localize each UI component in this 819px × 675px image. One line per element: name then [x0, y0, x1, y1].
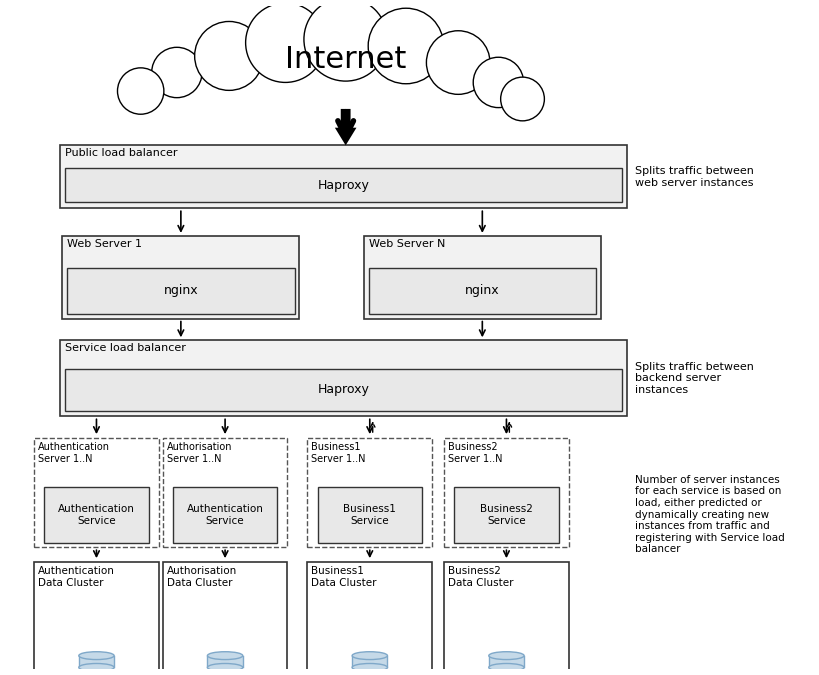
Ellipse shape: [207, 664, 242, 672]
Bar: [61, 340, 627, 416]
Text: Authorisation
Server 1..N: Authorisation Server 1..N: [167, 442, 233, 464]
Bar: [163, 562, 287, 672]
Text: Internet: Internet: [285, 45, 406, 74]
Bar: [79, 655, 114, 668]
Text: Splits traffic between
backend server
instances: Splits traffic between backend server in…: [635, 362, 753, 395]
Bar: [34, 562, 159, 672]
Text: Splits traffic between
web server instances: Splits traffic between web server instan…: [635, 166, 753, 188]
Text: Authentication
Service: Authentication Service: [187, 504, 264, 526]
Circle shape: [195, 22, 264, 90]
Text: Authentication
Service: Authentication Service: [58, 504, 135, 526]
Ellipse shape: [207, 652, 242, 659]
Ellipse shape: [79, 652, 114, 659]
Text: Web Server N: Web Server N: [369, 239, 445, 248]
Bar: [352, 655, 387, 668]
Circle shape: [117, 68, 164, 114]
Bar: [307, 438, 432, 547]
Text: Business1
Data Cluster: Business1 Data Cluster: [311, 566, 377, 587]
Bar: [455, 487, 559, 543]
Bar: [173, 487, 278, 543]
Circle shape: [369, 8, 444, 84]
Bar: [66, 168, 622, 202]
Text: Authentication
Data Cluster: Authentication Data Cluster: [38, 566, 115, 587]
Bar: [61, 145, 627, 209]
Text: Haproxy: Haproxy: [318, 383, 369, 396]
Text: Web Server 1: Web Server 1: [67, 239, 143, 248]
Circle shape: [427, 31, 490, 95]
Ellipse shape: [352, 652, 387, 659]
Text: Authentication
Server 1..N: Authentication Server 1..N: [38, 442, 110, 464]
Text: Business1
Server 1..N: Business1 Server 1..N: [311, 442, 366, 464]
Bar: [67, 268, 295, 314]
Bar: [444, 438, 568, 547]
Bar: [444, 562, 568, 672]
Text: Business2
Data Cluster: Business2 Data Cluster: [448, 566, 514, 587]
Text: Public load balancer: Public load balancer: [66, 148, 178, 159]
Text: Business2
Server 1..N: Business2 Server 1..N: [448, 442, 503, 464]
Bar: [369, 268, 596, 314]
Bar: [489, 655, 524, 668]
Text: nginx: nginx: [164, 284, 198, 298]
Text: Service load balancer: Service load balancer: [66, 343, 186, 353]
Bar: [163, 438, 287, 547]
Circle shape: [500, 77, 545, 121]
Bar: [44, 487, 149, 543]
Circle shape: [152, 47, 202, 98]
Bar: [62, 236, 300, 319]
Polygon shape: [335, 109, 356, 145]
Ellipse shape: [489, 664, 524, 672]
Text: Number of server instances
for each service is based on
load, either predicted o: Number of server instances for each serv…: [635, 475, 785, 554]
Text: Authorisation
Data Cluster: Authorisation Data Cluster: [167, 566, 237, 587]
Text: nginx: nginx: [465, 284, 500, 298]
Bar: [66, 369, 622, 410]
Circle shape: [473, 57, 523, 107]
Text: Business1
Service: Business1 Service: [343, 504, 396, 526]
Circle shape: [304, 0, 387, 81]
Ellipse shape: [352, 664, 387, 672]
Ellipse shape: [489, 652, 524, 659]
Bar: [318, 487, 422, 543]
Bar: [207, 655, 242, 668]
Bar: [307, 562, 432, 672]
Text: Business2
Service: Business2 Service: [480, 504, 533, 526]
Bar: [364, 236, 601, 319]
Ellipse shape: [79, 664, 114, 672]
Bar: [34, 438, 159, 547]
Circle shape: [246, 3, 325, 82]
Text: Haproxy: Haproxy: [318, 179, 369, 192]
